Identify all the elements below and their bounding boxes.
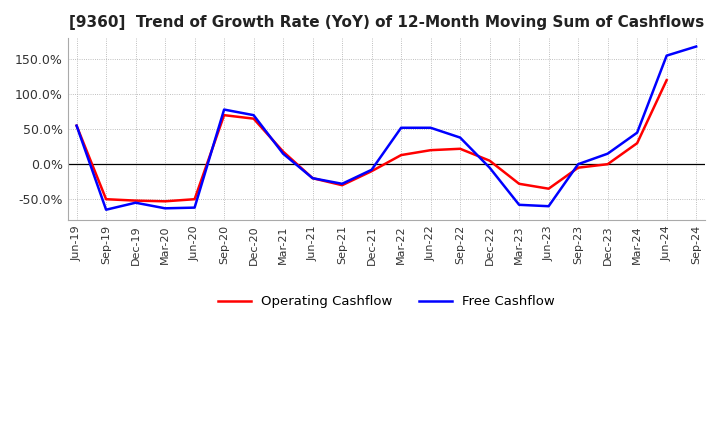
Free Cashflow [456, 135, 464, 140]
Free Cashflow [190, 205, 199, 210]
Operating Cashflow [161, 199, 169, 204]
Operating Cashflow [633, 140, 642, 146]
Free Cashflow [574, 161, 582, 167]
Free Cashflow [426, 125, 435, 130]
Free Cashflow [662, 53, 671, 58]
Free Cashflow [131, 200, 140, 205]
Line: Free Cashflow: Free Cashflow [76, 47, 696, 210]
Legend: Operating Cashflow, Free Cashflow: Operating Cashflow, Free Cashflow [217, 295, 555, 308]
Free Cashflow [161, 205, 169, 211]
Free Cashflow [102, 207, 110, 213]
Free Cashflow [338, 181, 346, 187]
Free Cashflow [485, 165, 494, 170]
Free Cashflow [72, 123, 81, 128]
Free Cashflow [279, 151, 287, 156]
Operating Cashflow [456, 146, 464, 151]
Operating Cashflow [367, 169, 376, 174]
Operating Cashflow [485, 158, 494, 163]
Free Cashflow [603, 151, 612, 156]
Operating Cashflow [102, 197, 110, 202]
Title: [9360]  Trend of Growth Rate (YoY) of 12-Month Moving Sum of Cashflows: [9360] Trend of Growth Rate (YoY) of 12-… [68, 15, 704, 30]
Operating Cashflow [515, 181, 523, 187]
Operating Cashflow [574, 165, 582, 170]
Operating Cashflow [308, 176, 317, 181]
Free Cashflow [544, 204, 553, 209]
Free Cashflow [515, 202, 523, 207]
Operating Cashflow [544, 186, 553, 191]
Free Cashflow [633, 130, 642, 136]
Operating Cashflow [603, 161, 612, 167]
Operating Cashflow [249, 116, 258, 121]
Free Cashflow [249, 113, 258, 118]
Operating Cashflow [338, 183, 346, 188]
Operating Cashflow [220, 113, 228, 118]
Operating Cashflow [279, 149, 287, 154]
Free Cashflow [692, 44, 701, 49]
Free Cashflow [367, 167, 376, 172]
Operating Cashflow [397, 152, 405, 158]
Operating Cashflow [72, 123, 81, 128]
Operating Cashflow [190, 197, 199, 202]
Operating Cashflow [662, 77, 671, 83]
Operating Cashflow [131, 198, 140, 203]
Operating Cashflow [426, 147, 435, 153]
Line: Operating Cashflow: Operating Cashflow [76, 80, 667, 202]
Free Cashflow [308, 176, 317, 181]
Free Cashflow [220, 107, 228, 112]
Free Cashflow [397, 125, 405, 130]
